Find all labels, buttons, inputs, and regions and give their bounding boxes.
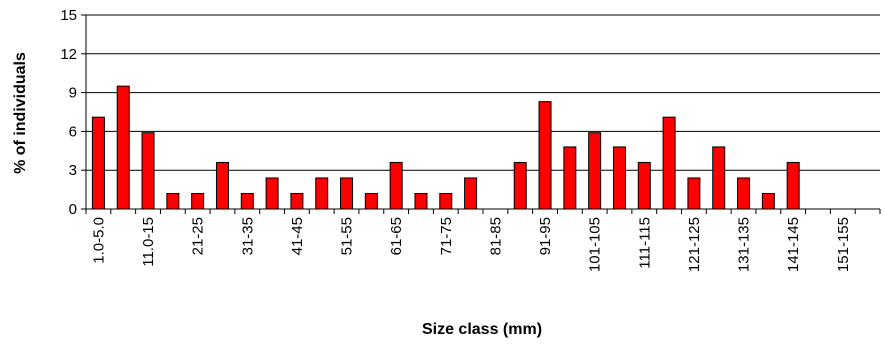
bar	[414, 192, 428, 210]
x-tick-label: 91-95	[537, 217, 554, 255]
x-tick-label: 31-35	[239, 217, 256, 255]
bar	[662, 116, 676, 210]
y-tick-label: 0	[69, 201, 77, 218]
x-tick-label: 41-45	[289, 217, 306, 255]
y-tick-label: 6	[69, 123, 77, 140]
y-axis-title: % of individuals	[12, 52, 29, 174]
x-tick-label: 51-55	[339, 217, 356, 255]
y-tick-label: 15	[60, 7, 77, 24]
bar	[91, 116, 105, 210]
bar	[315, 177, 329, 210]
bar	[191, 192, 205, 210]
bar	[290, 192, 304, 210]
x-tick-label: 131-135	[736, 217, 753, 272]
bar	[340, 177, 354, 210]
bar	[265, 177, 279, 210]
bar	[464, 177, 478, 210]
y-tick-label: 12	[60, 46, 77, 63]
bars	[91, 85, 800, 210]
x-tick-label: 121-125	[686, 217, 703, 272]
bar	[712, 146, 726, 210]
gridlines	[86, 14, 880, 171]
bar	[538, 101, 552, 210]
y-tick-label: 9	[69, 85, 77, 102]
bar	[166, 192, 180, 210]
x-tick-label: 71-75	[438, 217, 455, 255]
bar	[215, 161, 229, 210]
bar	[389, 161, 403, 210]
bar	[612, 146, 626, 210]
bar	[513, 161, 527, 210]
bar	[364, 192, 378, 210]
bar	[240, 192, 254, 210]
x-tick-label: 21-25	[190, 217, 207, 255]
y-tick-label: 3	[69, 162, 77, 179]
axes	[81, 14, 881, 214]
x-tick-label: 101-105	[587, 217, 604, 272]
bar	[439, 192, 453, 210]
bar	[588, 132, 602, 210]
x-tick-label: 141-145	[785, 217, 802, 272]
x-tick-label: 1.0-5.0	[90, 217, 107, 264]
bar	[687, 177, 701, 210]
x-tick-label: 11.0-15	[140, 217, 157, 267]
x-tick-label: 151-155	[835, 217, 852, 272]
bar	[563, 146, 577, 210]
bar	[116, 85, 130, 210]
x-tick-labels: 1.0-5.0 11.0-15 21-25 31-35 41-45 51-55 61-65 7…	[90, 217, 851, 272]
bar	[637, 161, 651, 210]
x-axis-title: Size class (mm)	[422, 321, 542, 338]
bar	[737, 177, 751, 210]
x-tick-label: 61-65	[388, 217, 405, 255]
bar	[786, 161, 800, 210]
y-tick-labels: 0 3 6 9 12 15	[60, 7, 77, 218]
bar	[141, 132, 155, 210]
bar	[761, 192, 775, 210]
x-tick-label: 111-115	[636, 217, 653, 269]
x-tick-label: 81-85	[487, 217, 504, 255]
